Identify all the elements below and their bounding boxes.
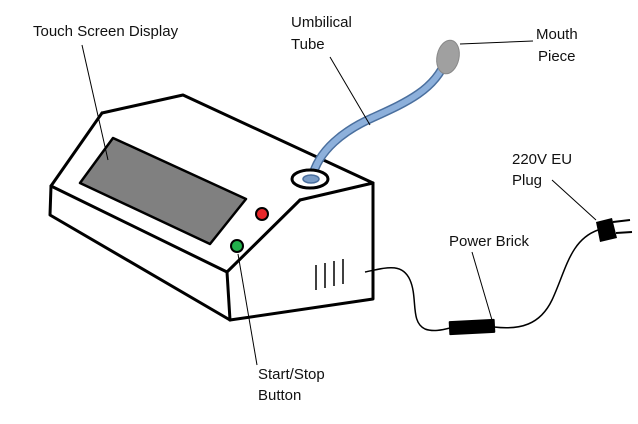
housing-back-edge: [100, 93, 375, 185]
housing-top-right-edge: [298, 181, 375, 202]
label-start-stop-line2: Button: [258, 387, 302, 404]
leader-lines: [81, 40, 597, 366]
label-mouth-piece-line2: Piece: [538, 48, 576, 65]
label-mouth-piece-line1: Mouth: [536, 26, 578, 43]
power-cable-device: [364, 267, 451, 332]
label-touch-screen-display: Touch Screen Display: [33, 23, 179, 40]
umbilical-tube-outline: [307, 55, 451, 183]
mouth-piece: [436, 39, 460, 75]
touch-screen-display: [78, 136, 248, 246]
label-power-brick: Power Brick: [449, 233, 530, 250]
eu-plug: [596, 218, 633, 242]
housing-front-corner: [225, 270, 232, 322]
power-brick: [448, 318, 496, 336]
leader-touch-screen: [81, 44, 109, 161]
label-start-stop-line1: Start/Stop: [258, 366, 325, 383]
housing-front-top-edge: [49, 111, 104, 188]
label-plug-line1: 220V EU: [512, 151, 573, 168]
leader-mouth-piece: [459, 40, 534, 45]
label-plug-line2: Plug: [512, 172, 543, 189]
tube-port-inner: [302, 174, 320, 184]
label-umbilical-line1: Umbilical: [291, 14, 352, 31]
device-housing: [48, 93, 375, 322]
leader-plug: [551, 179, 597, 221]
vent-slots: [315, 259, 344, 290]
start-button: [230, 239, 244, 253]
stop-button: [255, 207, 269, 221]
umbilical-tube: [309, 57, 449, 181]
housing-right-face: [228, 181, 375, 322]
housing-left-face: [48, 184, 232, 322]
leader-power-brick: [471, 251, 493, 321]
label-umbilical-line2: Tube: [291, 36, 325, 53]
leader-button: [237, 253, 258, 366]
power-cable-plug: [493, 229, 599, 329]
leader-umbilical: [329, 56, 371, 126]
